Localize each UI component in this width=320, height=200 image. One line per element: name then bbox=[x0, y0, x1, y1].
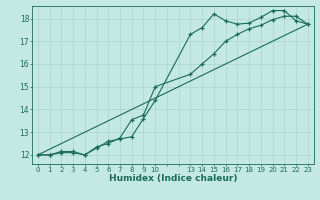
X-axis label: Humidex (Indice chaleur): Humidex (Indice chaleur) bbox=[108, 174, 237, 183]
